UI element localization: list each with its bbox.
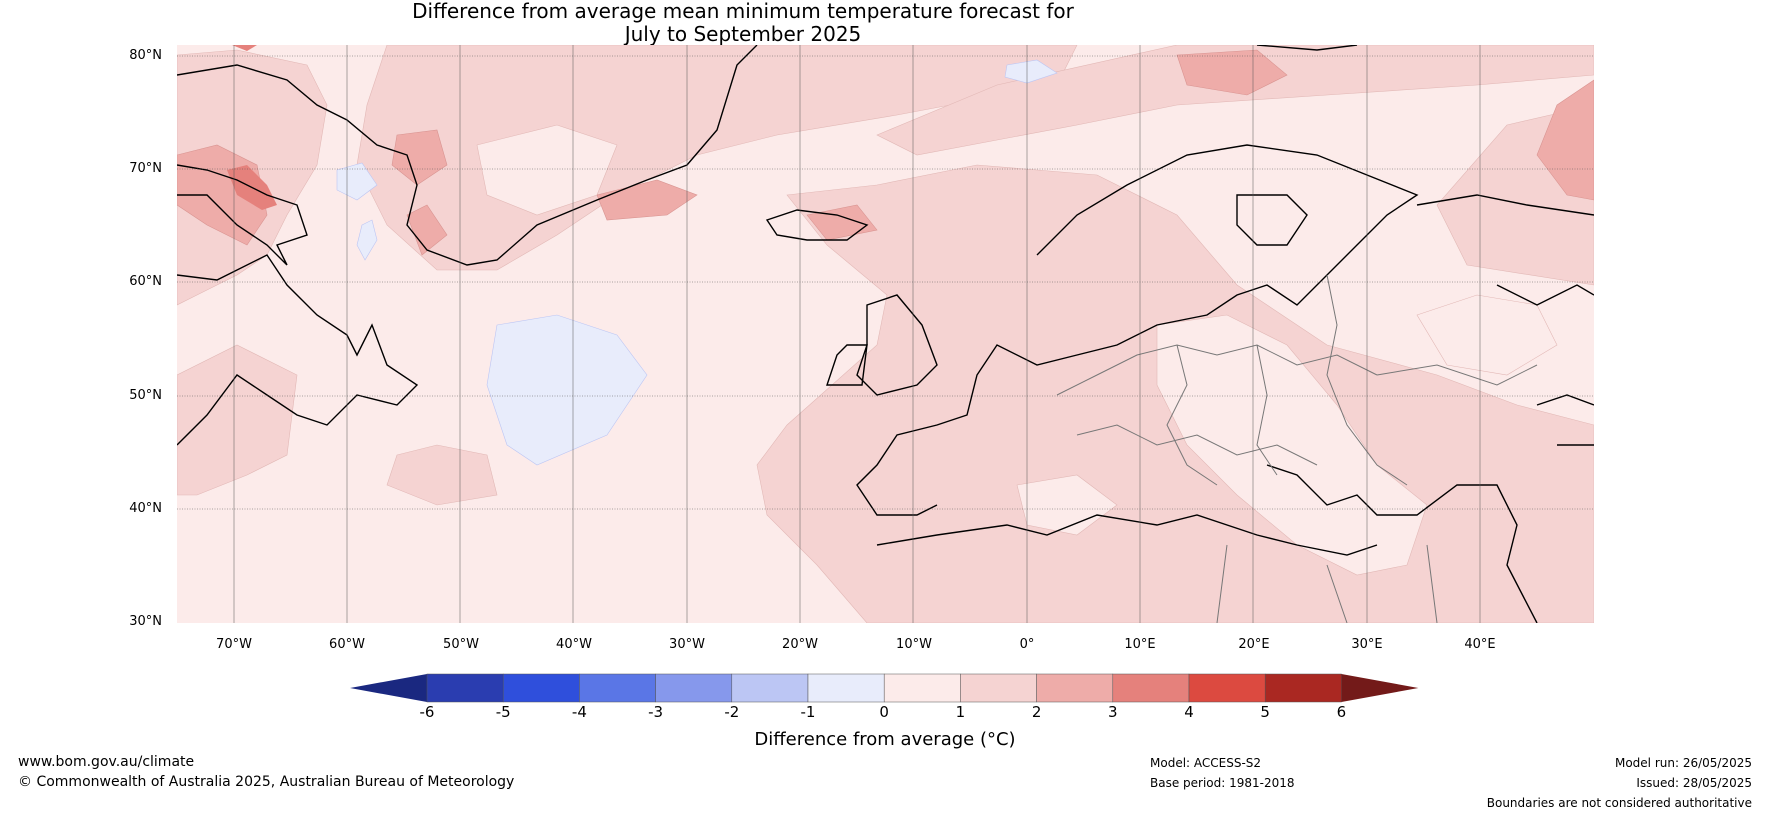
anomaly-band-0-1-islands — [476, 124, 1558, 576]
colorbar-segment — [883, 673, 961, 703]
map-title-line2: July to September 2025 — [624, 22, 862, 46]
colorbar-label: Difference from average (°C) — [754, 729, 1016, 750]
map-title: Difference from average mean minimum tem… — [412, 0, 1074, 46]
colorbar-tick-label: 1 — [955, 703, 966, 721]
map-title-line1: Difference from average mean minimum tem… — [412, 0, 1074, 23]
lat-label-50n: 50°N — [129, 388, 162, 403]
lon-label-40e: 40°E — [1464, 637, 1496, 652]
footer-base-period: Base period: 1981-2018 — [1150, 776, 1295, 790]
colorbar-tick-label: 5 — [1260, 703, 1270, 721]
colorbar-segment — [731, 673, 809, 703]
footer-issued: Issued: 28/05/2025 — [1636, 776, 1752, 790]
lat-label-80n: 80°N — [129, 48, 162, 63]
colorbar-under-arrow — [350, 674, 427, 702]
colorbar-tick-label: -2 — [724, 703, 740, 721]
forecast-map — [177, 45, 1594, 623]
colorbar-tick-label: -3 — [648, 703, 664, 721]
colorbar-tick-label: -5 — [495, 703, 511, 721]
colorbar-tick-label: 3 — [1108, 703, 1118, 721]
lon-label-10w: 10°W — [896, 637, 932, 652]
colorbar-tick-label: -4 — [571, 703, 587, 721]
lat-label-70n: 70°N — [129, 161, 162, 176]
lon-label-50w: 50°W — [443, 637, 479, 652]
colorbar-segment — [807, 673, 885, 703]
footer-model-run: Model run: 26/05/2025 — [1614, 756, 1752, 770]
colorbar-segment — [426, 673, 504, 703]
colorbar-segment — [960, 673, 1037, 703]
lon-label-0: 0° — [1019, 637, 1035, 652]
anomaly-band-neg1-0 — [336, 59, 1058, 466]
footer-disclaimer: Boundaries are not considered authoritat… — [1486, 796, 1752, 810]
colorbar-tick-label: -1 — [800, 703, 816, 721]
footer-model: Model: ACCESS-S2 — [1150, 756, 1262, 770]
lon-label-30e: 30°E — [1351, 637, 1383, 652]
lon-label-20w: 20°W — [782, 637, 818, 652]
colorbar-tick-label: 0 — [879, 703, 889, 721]
footer-copyright: © Commonwealth of Australia 2025, Austra… — [18, 774, 515, 790]
lat-label-30n: 30°N — [129, 614, 162, 629]
footer-website: www.bom.gov.au/climate — [18, 754, 195, 770]
lon-label-60w: 60°W — [329, 637, 365, 652]
colorbar-tick-label: -6 — [419, 703, 435, 721]
colorbar-segment — [502, 673, 580, 703]
graticule — [177, 55, 1594, 510]
lon-label-40w: 40°W — [556, 637, 592, 652]
colorbar-over-arrow — [1341, 674, 1419, 702]
colorbar — [350, 673, 1419, 703]
colorbar-tick-label: 4 — [1184, 703, 1194, 721]
colorbar-segment — [1036, 673, 1114, 703]
country-borders — [1056, 274, 1538, 623]
colorbar-segment — [579, 673, 656, 703]
lon-label-10e: 10°E — [1124, 637, 1156, 652]
colorbar-segment — [1188, 673, 1266, 703]
lat-label-40n: 40°N — [129, 501, 162, 516]
colorbar-segment — [1264, 673, 1342, 703]
colorbar-segment — [655, 673, 733, 703]
lon-label-20e: 20°E — [1238, 637, 1270, 652]
meridians — [233, 45, 1481, 623]
colorbar-tick-label: 6 — [1336, 703, 1347, 721]
lon-label-30w: 30°W — [669, 637, 705, 652]
lon-label-70w: 70°W — [216, 637, 252, 652]
lat-label-60n: 60°N — [129, 274, 162, 289]
colorbar-segment — [1112, 673, 1190, 703]
colorbar-tick-label: 2 — [1031, 703, 1042, 721]
